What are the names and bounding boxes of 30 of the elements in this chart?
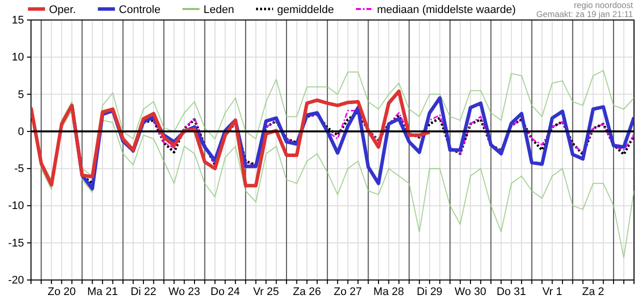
x-tick-label: Di 29 xyxy=(416,286,442,298)
x-tick-label: Ma 28 xyxy=(373,286,404,298)
y-tick-label: -20 xyxy=(8,274,24,287)
legend-label: mediaan (middelste waarde) xyxy=(376,4,516,16)
legend-label: Controle xyxy=(118,4,160,16)
x-tick-label: Wo 23 xyxy=(168,286,200,298)
x-tick-label: Di 22 xyxy=(130,286,156,298)
y-tick-label: 5 xyxy=(18,88,24,101)
x-tick-label: Za 2 xyxy=(582,286,604,298)
x-tick-label: Wo 30 xyxy=(454,286,486,298)
x-tick-label: Zo 20 xyxy=(48,286,76,298)
x-tick-label: Za 26 xyxy=(292,286,322,298)
x-tick-label: Do 31 xyxy=(496,286,526,298)
x-tick-label: Vr 25 xyxy=(253,286,280,298)
legend-label: Leden xyxy=(203,4,234,16)
y-tick-label: -15 xyxy=(8,237,24,250)
x-tick-label: Ma 21 xyxy=(87,286,118,298)
y-tick-label: -5 xyxy=(14,163,24,176)
y-tick-label: 10 xyxy=(12,52,24,64)
text: Gemaakt: za 19 jan 21:11 xyxy=(536,9,634,19)
x-tick-label: Do 24 xyxy=(210,286,240,298)
y-tick-label: 15 xyxy=(12,14,24,27)
x-tick-label: Zo 27 xyxy=(334,286,362,298)
y-tick-label: -10 xyxy=(8,200,24,212)
line-series xyxy=(31,90,432,188)
legend-label: Oper. xyxy=(49,4,76,16)
x-tick-label: Vr 1 xyxy=(542,286,562,298)
y-tick-label: 0 xyxy=(18,126,24,138)
legend-label: gemiddelde xyxy=(277,4,334,16)
text: regio noordoost xyxy=(574,0,634,10)
